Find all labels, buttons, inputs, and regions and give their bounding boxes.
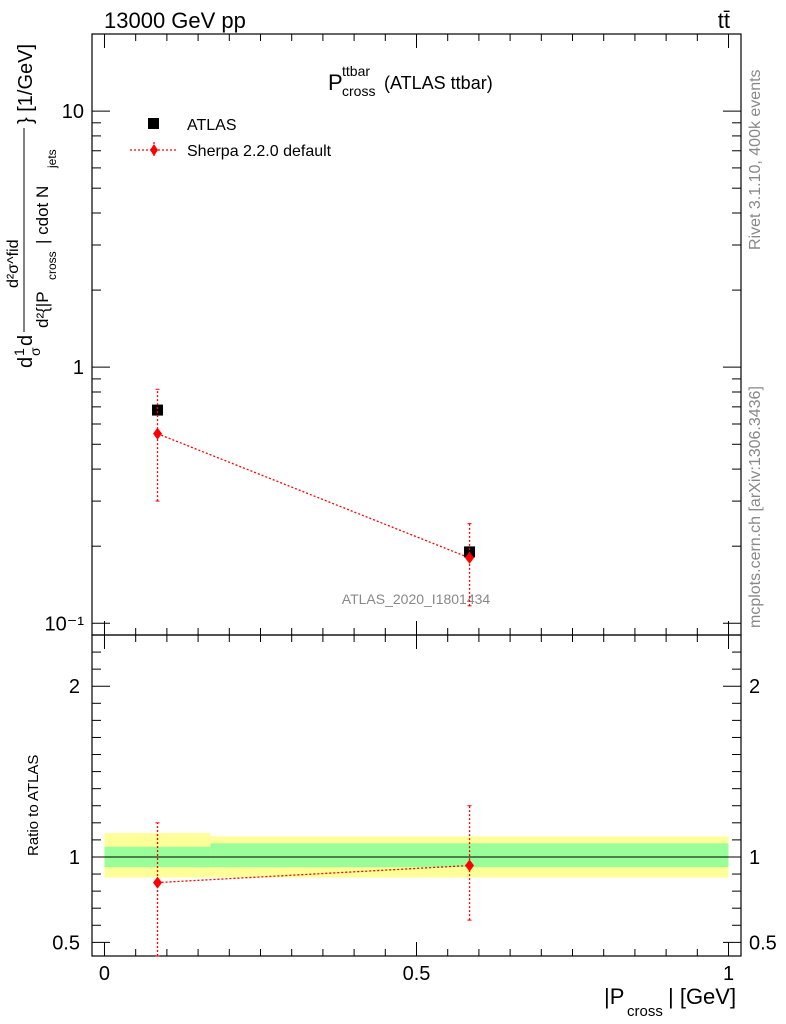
analysis-id: ATLAS_2020_I1801434 [342, 591, 491, 607]
legend: ATLAS Sherpa 2.2.0 default [130, 117, 332, 160]
main-sherpa-point [153, 427, 163, 440]
ratio-sherpa-line [157, 864, 470, 884]
ratio-sherpa-point [465, 859, 475, 872]
mcplots-label: mcplots.cern.ch [arXiv:1306.3436] [747, 386, 764, 628]
main-atlas-point [152, 404, 164, 416]
ylabel-d: d [15, 335, 37, 346]
ylabel-frac-den: σ [27, 347, 43, 356]
xlabel-main: |P [604, 984, 624, 1009]
ratio-y-label: Ratio to ATLAS [25, 755, 42, 856]
legend-atlas-marker [148, 118, 159, 129]
ratio-y-tick-label: 0.5 [52, 932, 80, 954]
ratio-sherpa-point [153, 876, 163, 889]
energy-label: 13000 GeV pp [104, 8, 246, 33]
y-tick-label: 10⁻¹ [45, 613, 85, 635]
y-axis-label: d 1 σ d d²σ^fid d²{|P cross | cdot N jet… [5, 44, 59, 368]
x-tick-label: 0 [99, 963, 110, 985]
ylabel-cross: cross [45, 251, 59, 280]
title-suffix: (ATLAS ttbar) [384, 73, 493, 93]
axis-ticks: 0 0.5 1 10⁻¹ 1 10 0.5 0.5 1 1 2 2 [45, 33, 777, 985]
data-marks [152, 388, 476, 957]
ylabel-frac-num: 1 [11, 348, 27, 356]
xlabel-sub: cross [627, 1003, 663, 1020]
title-main: P [328, 70, 343, 95]
x-tick-label: 1 [723, 963, 734, 985]
rivet-label: Rivet 3.1.10, 400k events [747, 69, 764, 250]
ylabel-mid: d²{|P [33, 291, 52, 328]
ratio-y-tick-label: 1 [69, 847, 80, 869]
process-label: tt̄ [718, 8, 730, 33]
ylabel-top: d²σ^fid [5, 239, 22, 288]
x-axis-label: |P cross | [GeV] [604, 984, 736, 1020]
legend-sherpa-label: Sherpa 2.2.0 default [187, 143, 332, 160]
legend-sherpa-marker [150, 144, 158, 156]
main-sherpa-point [465, 551, 475, 564]
ylabel-end: | cdot N [33, 186, 52, 244]
ratio-panel-frame [91, 634, 742, 957]
title-sup: ttbar [342, 63, 370, 79]
title-sub: cross [342, 83, 375, 99]
x-tick-label: 0.5 [403, 963, 431, 985]
plot-title: P ttbar cross (ATLAS ttbar) [328, 63, 493, 99]
ratio-y-tick-label-right: 0.5 [749, 932, 777, 954]
y-tick-label: 1 [73, 357, 84, 379]
ylabel-unit: } [1/GeV] [15, 44, 37, 124]
xlabel-unit: | [GeV] [668, 984, 736, 1009]
ratio-y-tick-label-right: 1 [749, 847, 760, 869]
ratio-y-tick-label: 2 [69, 676, 80, 698]
legend-atlas-label: ATLAS [187, 117, 237, 134]
ylabel-jets: jets [45, 149, 59, 169]
ratio-y-tick-label-right: 2 [749, 676, 760, 698]
main-sherpa-line [157, 433, 470, 559]
ylabel-prefix: d [15, 357, 37, 368]
y-tick-label: 10 [62, 101, 84, 123]
ratio-bands [104, 833, 729, 878]
